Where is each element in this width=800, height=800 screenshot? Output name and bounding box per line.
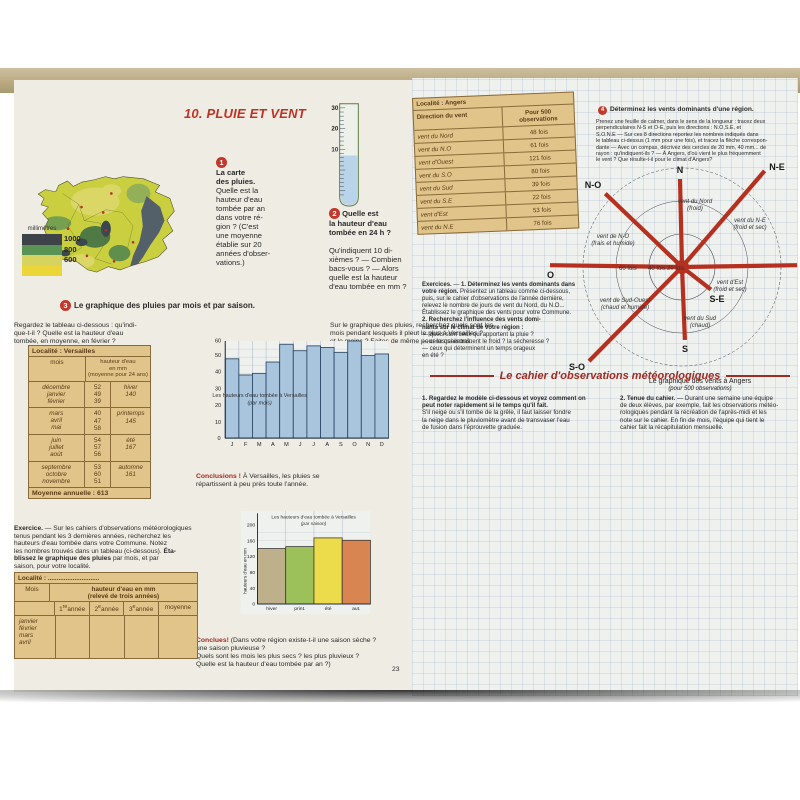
- svg-text:Les hauteurs d'eau tombée à Ve: Les hauteurs d'eau tombée à Versailles: [271, 515, 356, 521]
- svg-text:20: 20: [215, 403, 221, 409]
- svg-text:60: 60: [215, 339, 221, 345]
- svg-text:A: A: [325, 442, 329, 448]
- svg-text:vent du Nord: vent du Nord: [678, 199, 713, 205]
- svg-text:hauteurs d'eau en mm: hauteurs d'eau en mm: [243, 548, 248, 594]
- svg-text:(chaud): (chaud): [690, 323, 710, 329]
- svg-text:A: A: [271, 442, 275, 448]
- svg-text:N-O: N-O: [585, 180, 602, 190]
- svg-text:hiver: hiver: [266, 606, 277, 612]
- svg-text:(frais et humide): (frais et humide): [591, 241, 634, 247]
- svg-text:M: M: [257, 442, 262, 448]
- svg-text:0: 0: [218, 436, 221, 442]
- svg-text:80: 80: [250, 570, 256, 576]
- svg-text:40: 40: [250, 586, 256, 592]
- svg-text:D: D: [380, 442, 384, 448]
- svg-text:S: S: [339, 442, 343, 448]
- svg-text:vent du N-E: vent du N-E: [734, 218, 767, 224]
- svg-text:vent du Sud: vent du Sud: [684, 316, 717, 322]
- svg-text:(par saison): (par saison): [301, 521, 327, 527]
- svg-text:F: F: [244, 442, 248, 448]
- svg-text:10: 10: [331, 146, 338, 153]
- svg-text:aut.: aut.: [352, 606, 360, 612]
- svg-text:120: 120: [247, 554, 256, 560]
- svg-text:(froid et sec): (froid et sec): [713, 287, 746, 293]
- svg-text:J: J: [231, 442, 234, 448]
- svg-text:30: 30: [215, 386, 221, 392]
- svg-text:10: 10: [215, 420, 221, 426]
- svg-text:S: S: [682, 344, 688, 354]
- svg-text:N: N: [366, 442, 370, 448]
- svg-text:S-E: S-E: [709, 294, 724, 304]
- svg-text:(froid): (froid): [687, 206, 703, 212]
- svg-text:J: J: [299, 442, 302, 448]
- svg-text:été: été: [325, 606, 332, 612]
- svg-text:40 fois: 40 fois: [648, 266, 666, 272]
- svg-text:vent de N-O: vent de N-O: [597, 234, 630, 240]
- svg-text:print.: print.: [294, 606, 305, 612]
- svg-text:20 fois: 20 fois: [667, 266, 685, 272]
- svg-text:50: 50: [215, 353, 221, 359]
- svg-text:200: 200: [247, 523, 256, 529]
- svg-text:N: N: [677, 165, 684, 175]
- svg-text:N-E: N-E: [769, 162, 785, 172]
- svg-text:M: M: [284, 442, 289, 448]
- svg-text:30: 30: [331, 105, 338, 112]
- svg-text:vent d'Est: vent d'Est: [717, 280, 743, 286]
- svg-text:(froid et sec): (froid et sec): [733, 225, 766, 231]
- svg-text:160: 160: [247, 538, 256, 544]
- svg-text:20: 20: [331, 126, 338, 133]
- svg-text:(par mois): (par mois): [247, 401, 272, 407]
- svg-text:O: O: [352, 442, 357, 448]
- svg-text:O: O: [547, 270, 554, 280]
- svg-text:J: J: [312, 442, 315, 448]
- svg-text:60 fois: 60 fois: [619, 266, 637, 272]
- svg-text:40: 40: [215, 370, 221, 376]
- svg-text:0: 0: [252, 602, 255, 608]
- svg-text:Les hauteurs d'eau tombée à Ve: Les hauteurs d'eau tombée à Versailles: [212, 393, 307, 399]
- svg-text:(pour 500 observations): (pour 500 observations): [668, 386, 731, 392]
